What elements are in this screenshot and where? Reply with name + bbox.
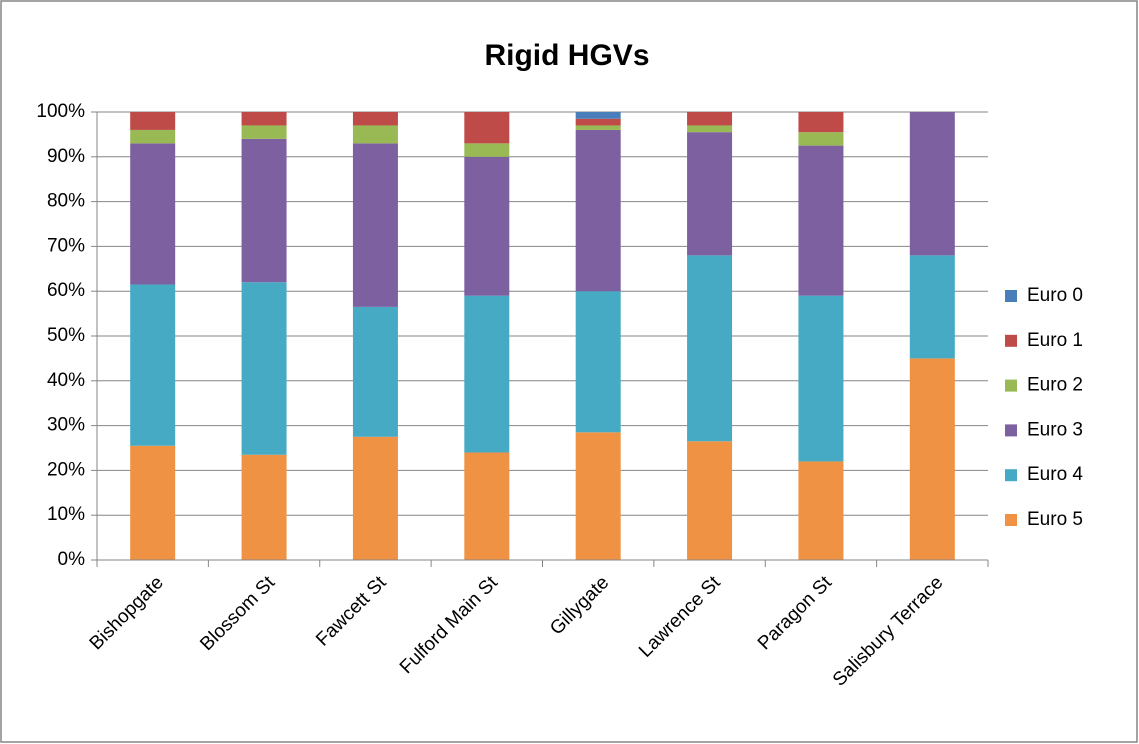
y-tick-label: 0% [58, 549, 86, 570]
bar-segment [687, 441, 733, 560]
bar-segment [798, 112, 844, 133]
bar-segment [798, 295, 844, 462]
bar-segment [464, 452, 510, 560]
bar-segment [798, 461, 844, 560]
bar-segment [909, 255, 955, 359]
y-tick-label: 20% [47, 459, 85, 480]
bar-segment [352, 143, 398, 307]
bar-segment [687, 255, 733, 442]
y-tick-label: 80% [47, 191, 85, 212]
bar-segment [687, 132, 733, 256]
legend-label: Euro 5 [1027, 509, 1083, 530]
chart-title: Rigid HGVs [484, 39, 649, 72]
bar-segment [575, 118, 621, 126]
bar-segment [352, 125, 398, 144]
bar-segment [575, 432, 621, 560]
y-tick-label: 70% [47, 235, 85, 256]
legend-swatch [1005, 469, 1017, 482]
bar-segment [130, 129, 176, 144]
legend-label: Euro 4 [1027, 464, 1083, 485]
y-tick-label: 90% [47, 146, 85, 167]
bar-segment [241, 125, 287, 139]
bar-segment [909, 358, 955, 560]
legend-label: Euro 2 [1027, 375, 1083, 396]
bar-segment [464, 143, 510, 157]
bar-segment [909, 112, 955, 256]
y-tick-label: 10% [47, 504, 85, 525]
bar-segment [798, 132, 844, 146]
bar-segment [798, 145, 844, 296]
legend-swatch [1005, 290, 1017, 302]
legend-label: Euro 1 [1027, 330, 1083, 351]
bar-segment [352, 436, 398, 560]
legend-label: Euro 0 [1027, 285, 1083, 306]
bar-segment [130, 284, 176, 446]
bar-segment [241, 138, 287, 283]
bar-segment [352, 306, 398, 437]
y-tick-label: 40% [47, 370, 85, 391]
bar-segment [687, 125, 733, 133]
y-tick-label: 50% [47, 325, 85, 346]
bar-segment [241, 112, 287, 126]
legend-swatch [1005, 379, 1017, 392]
legend-swatch [1005, 514, 1017, 526]
y-tick-label: 30% [47, 415, 85, 436]
bar-segment [464, 156, 510, 296]
y-tick-label: 100% [36, 101, 85, 122]
bar-segment [464, 295, 510, 453]
bar-segment [130, 112, 176, 130]
bar-segment [241, 282, 287, 455]
bar-segment [575, 112, 621, 119]
bar-segment [130, 143, 176, 285]
bar-segment [687, 112, 733, 126]
bar-segment [352, 112, 398, 126]
legend-swatch [1005, 424, 1017, 437]
y-tick-label: 60% [47, 280, 85, 301]
bar-segment [464, 112, 510, 144]
bar-segment [130, 445, 176, 560]
legend-label: Euro 3 [1027, 419, 1083, 440]
bar-segment [575, 291, 621, 433]
bar-segment [241, 454, 287, 560]
bar-segment [575, 129, 621, 292]
legend-swatch [1005, 334, 1017, 347]
bar-segment [575, 125, 621, 130]
